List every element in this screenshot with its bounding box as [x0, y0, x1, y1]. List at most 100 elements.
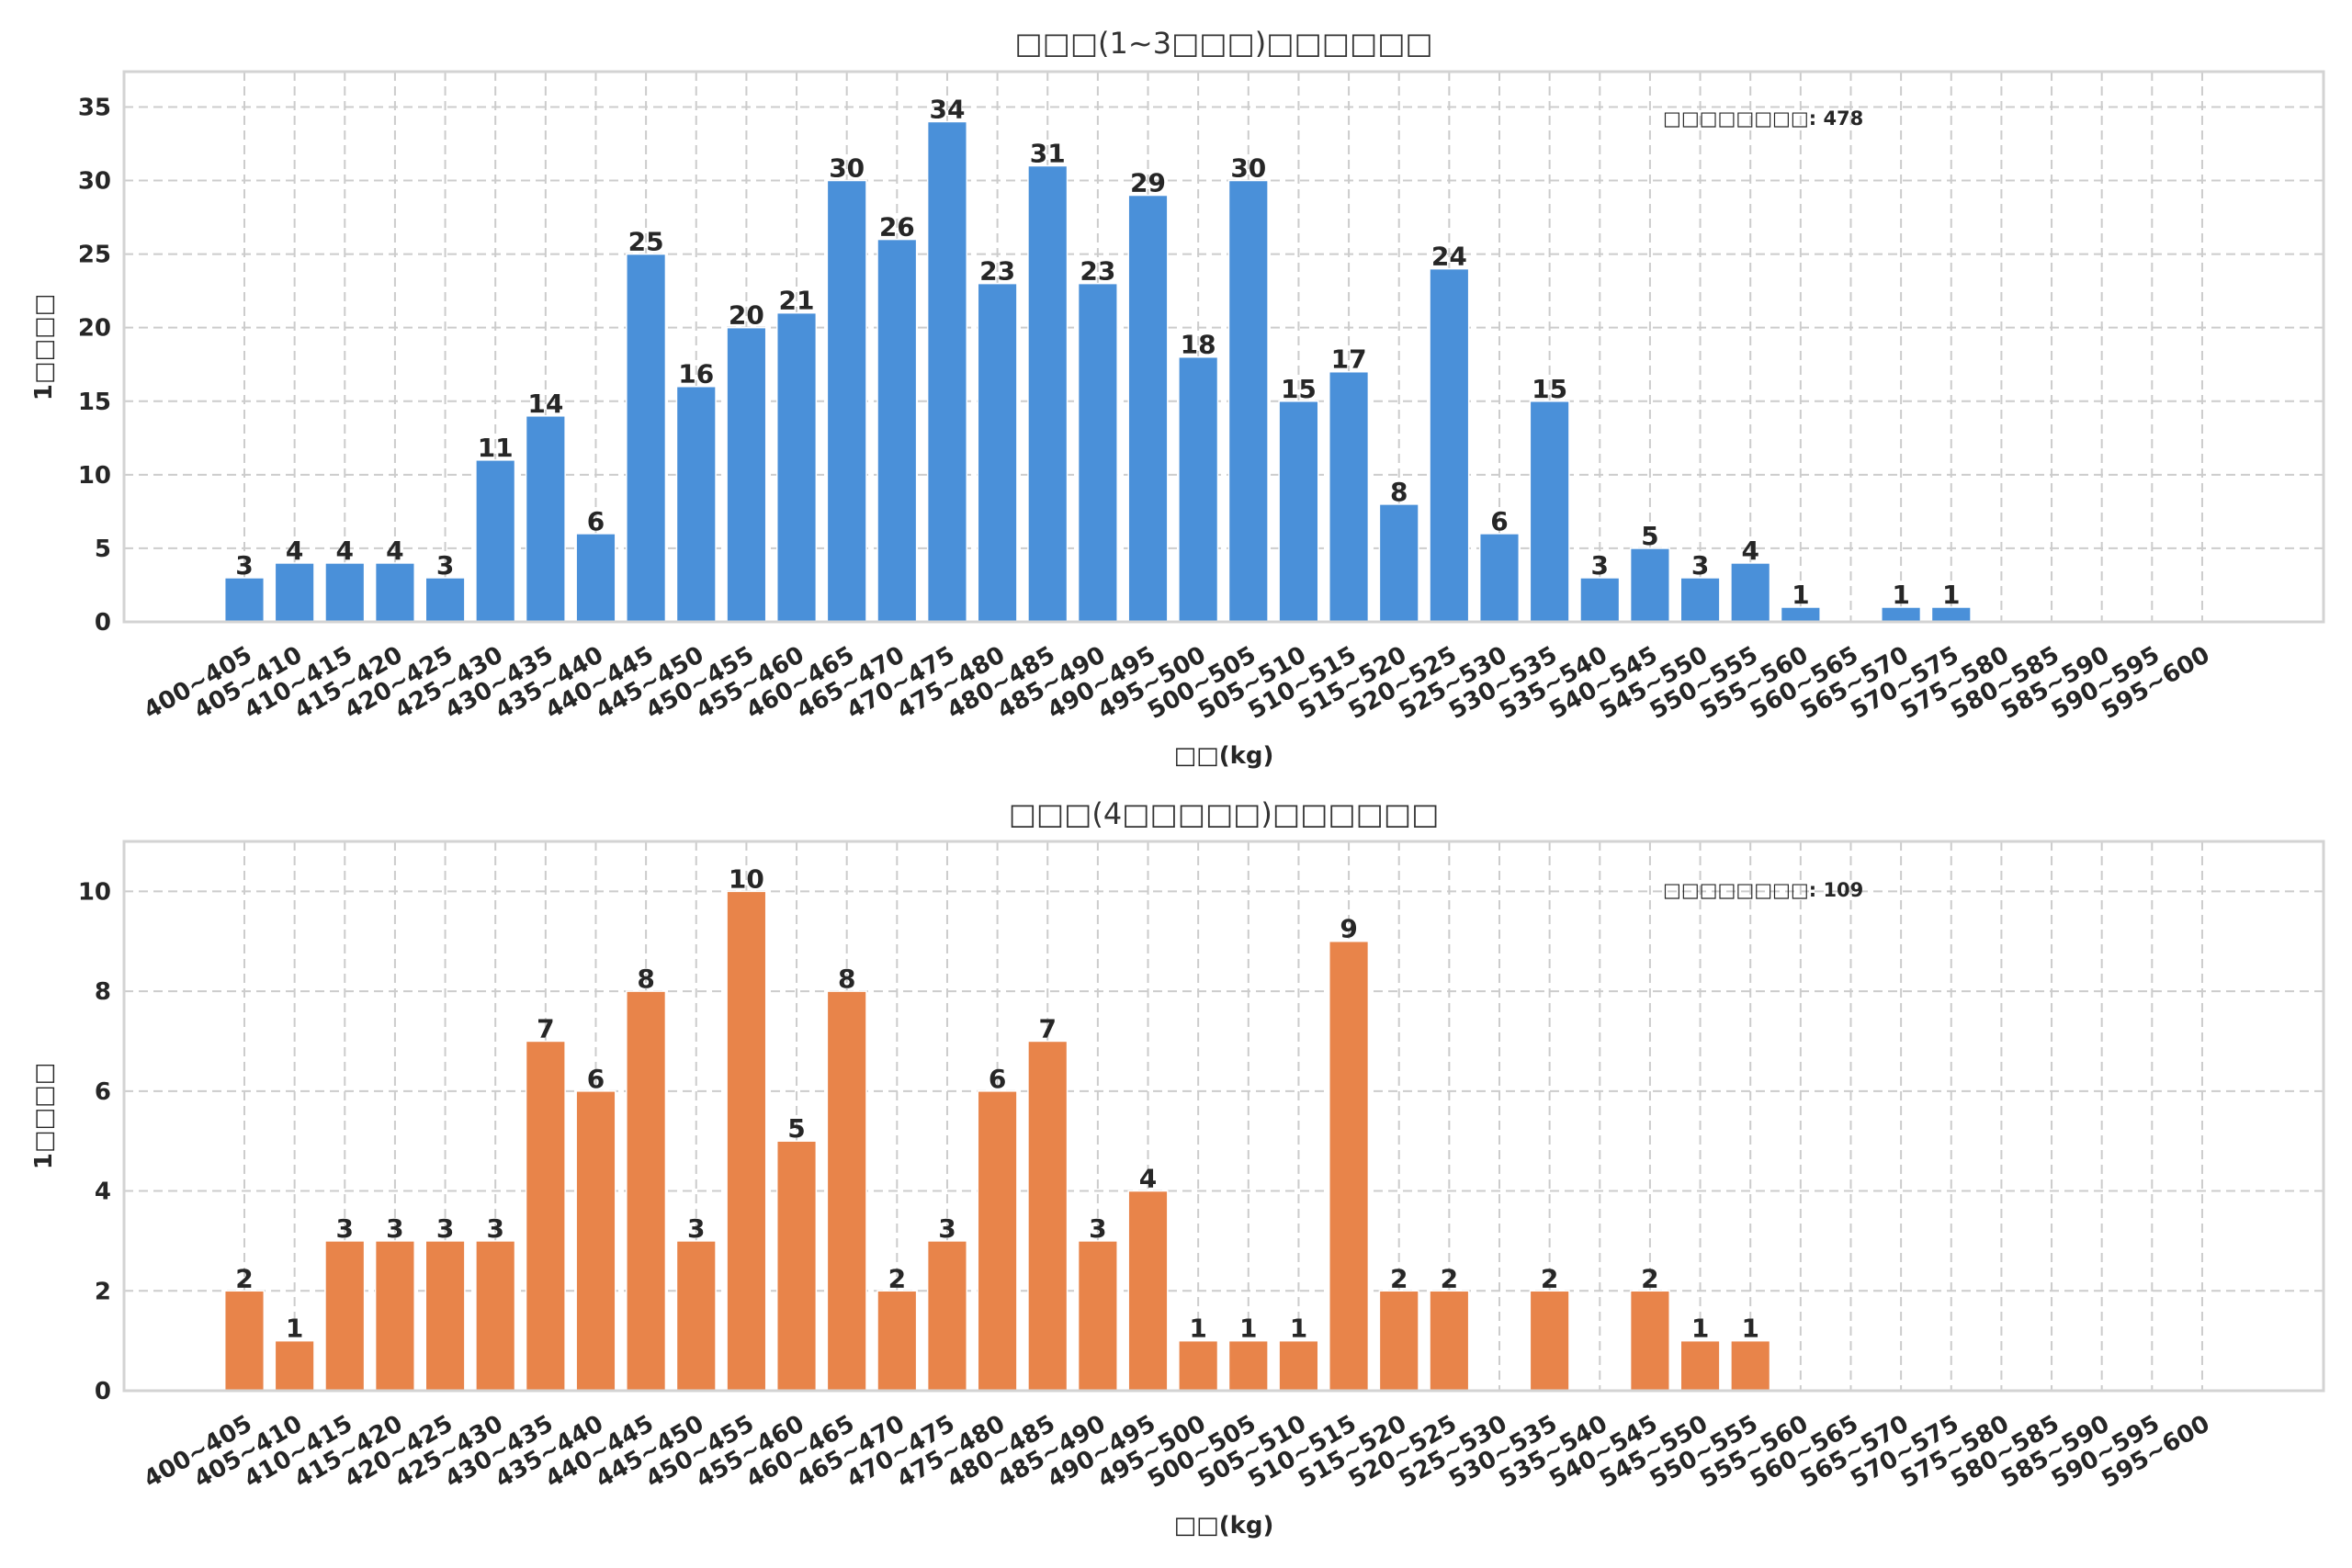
y-tick-label: 6 — [95, 1078, 111, 1106]
bar — [223, 577, 266, 623]
bar-value-label: 4 — [286, 536, 303, 566]
bar-value-label: 1 — [1691, 1314, 1709, 1344]
y-tick-label: 10 — [78, 878, 111, 906]
x-axis-label: □□(kg) — [1174, 1512, 1274, 1540]
bar-value-label: 4 — [1139, 1164, 1157, 1194]
bar — [1429, 1290, 1470, 1392]
bar — [1529, 400, 1570, 623]
bar-value-label: 3 — [1591, 550, 1609, 581]
bar-value-label: 15 — [1532, 374, 1567, 404]
bar-value-label: 29 — [1130, 168, 1166, 198]
bar-value-label: 26 — [879, 212, 915, 243]
bar — [1227, 179, 1269, 623]
bar — [1679, 1339, 1721, 1392]
bar-value-label: 2 — [1641, 1263, 1658, 1293]
bar — [525, 1040, 566, 1392]
bar — [1679, 577, 1721, 623]
bar — [675, 385, 717, 623]
bar-value-label: 20 — [729, 300, 764, 331]
bar-value-label: 3 — [1691, 550, 1709, 581]
bar — [626, 253, 667, 623]
bar — [1278, 400, 1319, 623]
bar — [1529, 1290, 1570, 1392]
bar-value-label: 5 — [787, 1113, 805, 1144]
y-tick-label: 35 — [78, 94, 111, 121]
bar — [977, 282, 1018, 623]
bar-value-label: 6 — [587, 506, 605, 536]
bar-value-label: 1 — [1741, 1314, 1758, 1344]
bar — [324, 1240, 366, 1392]
bar — [1329, 940, 1370, 1392]
bar — [1178, 355, 1219, 623]
bar — [1027, 1040, 1069, 1392]
bar-value-label: 15 — [1281, 374, 1317, 404]
bar-value-label: 3 — [687, 1213, 705, 1244]
bar-value-label: 1 — [1892, 580, 1909, 610]
bar-value-label: 8 — [838, 964, 855, 994]
bar — [1730, 1339, 1771, 1392]
bar — [324, 562, 366, 623]
bar-value-label: 25 — [628, 227, 664, 257]
bar — [926, 120, 968, 623]
bar-value-label: 4 — [386, 536, 403, 566]
bar-value-label: 2 — [1541, 1263, 1558, 1293]
bar-value-label: 3 — [336, 1213, 354, 1244]
bar — [1227, 1339, 1269, 1392]
bar — [274, 1339, 315, 1392]
bar — [374, 562, 415, 623]
y-tick-label: 5 — [95, 536, 111, 563]
bar-value-label: 1 — [1942, 580, 1960, 610]
bar — [1378, 1290, 1419, 1392]
y-tick-label: 20 — [78, 315, 111, 343]
bar-value-label: 30 — [1230, 153, 1266, 184]
bar-value-label: 1 — [286, 1314, 303, 1344]
bar — [223, 1290, 266, 1392]
bar — [775, 311, 818, 623]
bar-value-label: 1 — [1792, 580, 1809, 610]
bar — [1178, 1339, 1219, 1392]
y-tick-label: 25 — [78, 242, 111, 269]
bar-value-label: 30 — [829, 153, 865, 184]
bar — [826, 179, 867, 623]
bar — [475, 1240, 516, 1392]
bar-value-label: 11 — [478, 433, 514, 463]
y-tick-label: 2 — [95, 1278, 111, 1305]
bar — [1127, 1190, 1169, 1392]
bar — [424, 577, 466, 623]
y-tick-label: 30 — [78, 168, 111, 196]
bar-value-label: 34 — [929, 94, 965, 124]
bar — [977, 1090, 1018, 1392]
bar-value-label: 3 — [938, 1213, 956, 1244]
y-tick-label: 0 — [95, 1378, 111, 1405]
bar — [525, 415, 566, 623]
bar — [1629, 547, 1670, 623]
bar — [1478, 533, 1521, 623]
bar-value-label: 4 — [1741, 536, 1758, 566]
axes-frame — [122, 840, 2325, 1393]
y-axis-label: 1□□□□ — [30, 294, 58, 400]
bar — [1278, 1339, 1319, 1392]
bar — [575, 533, 616, 623]
bar — [876, 1290, 918, 1392]
bar-value-label: 3 — [386, 1213, 403, 1244]
x-axis-label: □□(kg) — [1174, 742, 1274, 770]
y-tick-label: 4 — [95, 1179, 111, 1206]
bar-value-label: 3 — [235, 550, 253, 581]
bar-value-label: 18 — [1181, 330, 1216, 360]
bar — [1378, 503, 1419, 623]
bar-value-label: 10 — [729, 863, 764, 894]
y-tick-label: 10 — [78, 462, 111, 490]
bar-value-label: 21 — [779, 286, 815, 316]
bar-value-label: 3 — [1089, 1213, 1106, 1244]
y-tick-label: 8 — [95, 978, 111, 1006]
bar — [726, 326, 767, 623]
bar-value-label: 8 — [637, 964, 654, 994]
bar — [876, 238, 918, 623]
bar — [1429, 267, 1470, 623]
bar — [374, 1240, 415, 1392]
axes-frame — [122, 70, 2325, 624]
